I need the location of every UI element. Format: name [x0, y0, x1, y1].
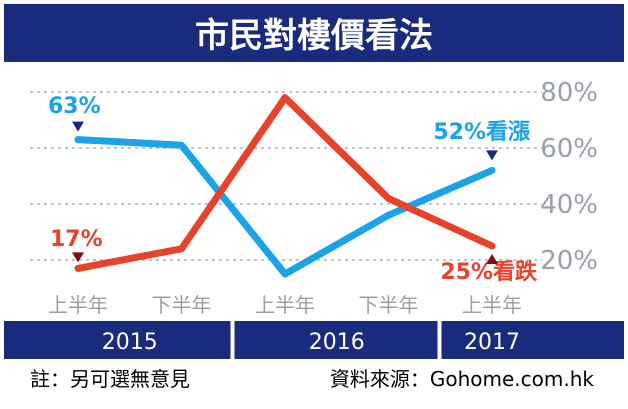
x-tick-label-1: 下半年 [152, 293, 212, 317]
data-label-1: 17% [50, 227, 103, 252]
x-tick-label-3: 下半年 [359, 293, 419, 317]
y-tick-label-60: 60% [540, 134, 598, 164]
series-lines [74, 94, 496, 278]
year-labels: 2015 2016 2017 [102, 313, 520, 359]
series-line-up [74, 136, 496, 278]
year-label-2015: 2015 [102, 330, 158, 355]
x-tick-label-0: 上半年 [48, 293, 108, 317]
data-label-3: 25%看跌 [440, 260, 538, 285]
data-label-2: 52%看漲 [433, 120, 531, 145]
series-markers [76, 96, 494, 276]
data-label-0: 63% [48, 94, 101, 119]
chart-title: 市民對樓價看法 [195, 16, 433, 56]
pointer-triangle-2 [486, 150, 498, 161]
year-band [4, 321, 624, 359]
x-tick-label-4: 上半年 [462, 293, 522, 317]
pointer-triangle-0 [72, 121, 84, 132]
y-tick-labels: 20% 40% 60% 80% [540, 78, 598, 276]
source-credit: 資料來源：Gohome.com.hk [330, 367, 595, 391]
pointer-triangle-3 [486, 254, 498, 264]
x-tick-label-2: 上半年 [255, 293, 315, 317]
year-separator-0 [230, 313, 235, 359]
footnote: 註：另可選無意見 [30, 367, 190, 391]
y-tick-label-80: 80% [540, 78, 598, 108]
y-tick-label-20: 20% [540, 246, 598, 276]
y-tick-label-40: 40% [540, 190, 598, 220]
title-banner [4, 4, 624, 62]
data-labels: 63% 17% 52%看漲 25%看跌 [48, 94, 538, 285]
series-line-down [74, 94, 496, 272]
year-separator-1 [437, 313, 442, 359]
year-label-2017: 2017 [464, 330, 520, 355]
x-tick-labels: 上半年 下半年 上半年 下半年 上半年 [48, 293, 522, 317]
pointer-triangle-1 [72, 252, 84, 263]
year-label-2016: 2016 [309, 330, 365, 355]
